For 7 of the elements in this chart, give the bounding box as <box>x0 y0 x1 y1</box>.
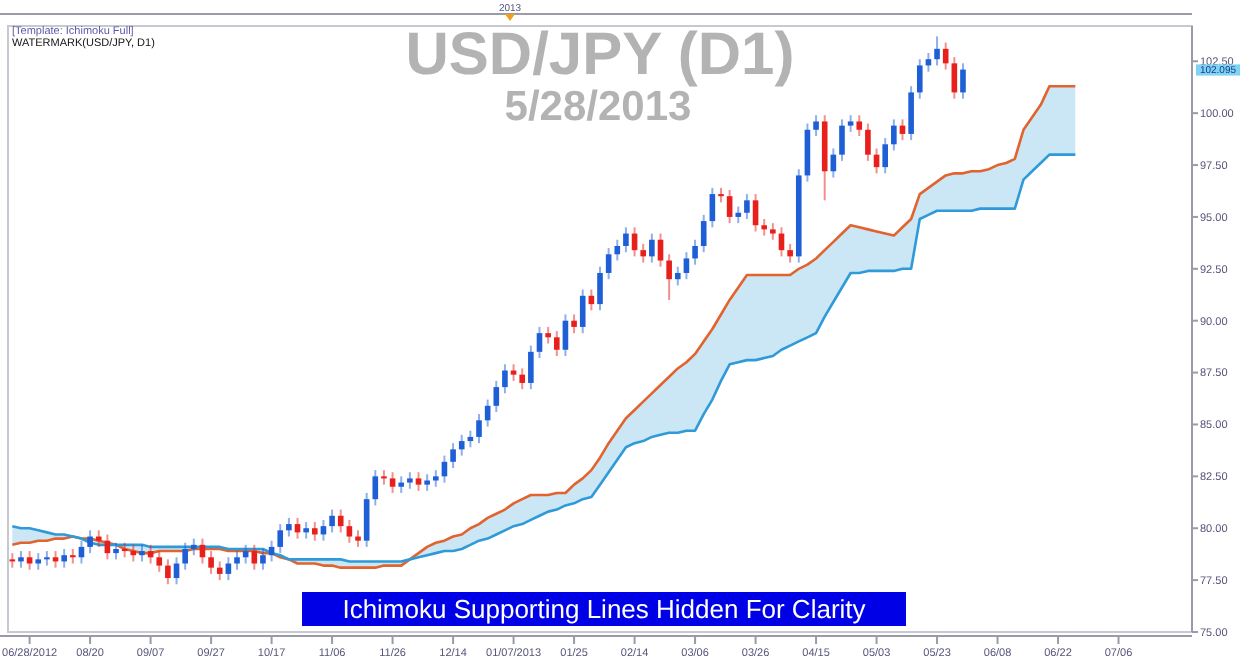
candlestick <box>44 550 50 567</box>
text: 5/28/2013 <box>504 84 692 130</box>
candlestick <box>381 469 387 486</box>
chart-title: USD/JPY (D1) <box>405 22 795 88</box>
line-series <box>11 153 1077 563</box>
annotation: Ichimoku Supporting Lines Hidden For Clarity <box>342 594 867 624</box>
candlestick <box>70 547 76 565</box>
